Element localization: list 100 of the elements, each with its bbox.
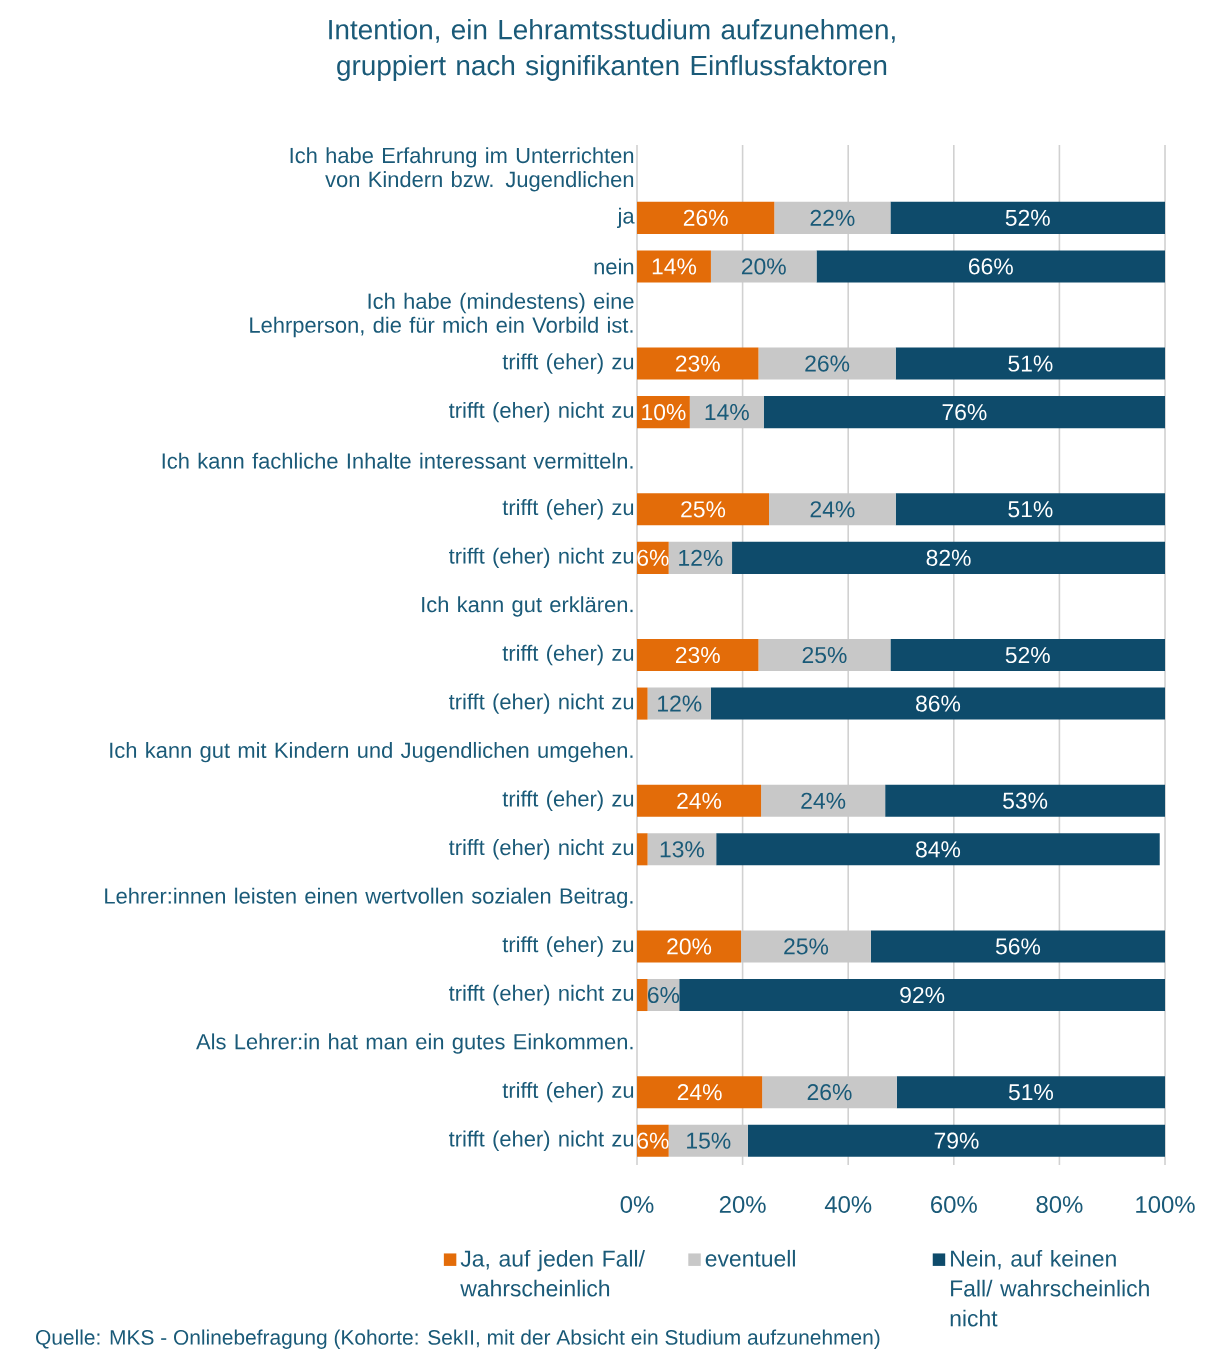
- data-label: 24%: [677, 1084, 722, 1101]
- data-label: 6%: [637, 549, 669, 566]
- data-label: 24%: [810, 501, 855, 518]
- bar: [637, 638, 759, 672]
- bar: [870, 930, 1166, 963]
- data-label: 51%: [1008, 1084, 1054, 1101]
- bar: [710, 250, 817, 283]
- data-label: 6%: [648, 986, 680, 1004]
- bar: [895, 493, 1166, 526]
- data-label: 52%: [1005, 646, 1050, 664]
- bar: [637, 784, 762, 817]
- bar: [758, 347, 896, 380]
- bar: [747, 1124, 1166, 1157]
- bar: [890, 201, 1166, 234]
- bar: [885, 784, 1166, 817]
- bar: [758, 638, 891, 672]
- data-label: 24%: [677, 792, 722, 809]
- bar: [716, 833, 1160, 866]
- data-label: 10%: [642, 404, 686, 421]
- bar: [637, 978, 648, 1012]
- y-tick-label: trifft (eher) zu: [502, 353, 634, 374]
- data-label: 26%: [805, 355, 850, 372]
- data-label: 86%: [916, 695, 961, 712]
- bar: [637, 687, 648, 720]
- data-label: 84%: [916, 841, 961, 858]
- bar: [741, 930, 871, 963]
- y-tick-label: Ich kann gut mit Kindern und Jugendlichen umgehen.: [110, 741, 633, 763]
- bar: [637, 833, 648, 866]
- y-tick-label: trifft (eher) nicht zu: [448, 693, 634, 714]
- y-tick-label: Als Lehrer:in hat man ein gutes Einkommen.: [196, 1033, 633, 1054]
- y-tick-label: trifft (eher) nicht zu: [448, 401, 634, 423]
- data-label: 25%: [784, 938, 829, 955]
- data-label: 52%: [1005, 209, 1050, 226]
- bar: [710, 687, 1166, 720]
- bar: [769, 493, 896, 526]
- x-tick-label: 0%: [620, 1196, 654, 1213]
- y-tick-label: trifft (eher) nicht zu: [448, 984, 634, 1006]
- y-tick-label: trifft (eher) zu: [502, 644, 634, 666]
- bar: [647, 687, 711, 720]
- data-label: 24%: [801, 792, 846, 809]
- y-tick-label: trifft (eher) zu: [502, 936, 634, 957]
- bar: [895, 347, 1166, 380]
- y-tick-label: trifft (eher) nicht zu: [448, 839, 634, 860]
- data-label: 26%: [683, 209, 728, 226]
- bar: [732, 541, 1166, 574]
- y-tick-label: Ich kann gut erklären.: [422, 596, 633, 617]
- x-tick-label: 100%: [1136, 1196, 1195, 1213]
- bar: [668, 1124, 748, 1157]
- bar: [637, 347, 759, 380]
- legend-label: Nein, auf keinen Fall/ wahrscheinlich nicht: [950, 1249, 1149, 1327]
- bar: [637, 201, 775, 234]
- bar: [761, 784, 886, 817]
- data-label: 92%: [900, 986, 945, 1004]
- y-tick-label: trifft (eher) zu: [502, 790, 634, 811]
- bar: [763, 396, 1166, 429]
- bar: [774, 201, 891, 234]
- y-tick-label: ja: [617, 207, 635, 229]
- data-label: 12%: [658, 695, 702, 712]
- bar: [637, 250, 711, 283]
- data-label: 25%: [681, 501, 726, 518]
- data-label: 6%: [637, 1132, 669, 1149]
- bar: [896, 1076, 1166, 1109]
- data-label: 51%: [1008, 501, 1053, 518]
- y-tick-label: trifft (eher) nicht zu: [448, 1130, 634, 1151]
- bar: [762, 1076, 897, 1109]
- bar: [816, 250, 1166, 283]
- y-tick-label: trifft (eher) zu: [502, 499, 634, 520]
- data-label: 53%: [1003, 792, 1048, 809]
- data-label: 14%: [705, 404, 749, 421]
- data-label: 23%: [675, 355, 720, 372]
- y-tick-label: Ich habe (mindestens) eine Lehrperson, die für mich ein Vorbild ist.: [250, 292, 634, 338]
- x-tick-label: 20%: [719, 1196, 766, 1213]
- data-label: 20%: [741, 258, 786, 275]
- legend-label: Ja, auf jeden Fall/ wahrscheinlich: [460, 1249, 645, 1297]
- bar: [637, 493, 769, 526]
- x-tick-label: 60%: [931, 1196, 977, 1213]
- bar: [637, 930, 742, 963]
- y-tick-label: Ich kann fachliche Inhalte interessant vermitteln.: [162, 452, 633, 469]
- data-label: 23%: [675, 646, 720, 664]
- y-tick-label: trifft (eher) zu: [502, 1081, 634, 1103]
- data-label: 13%: [660, 841, 704, 858]
- data-label: 66%: [969, 258, 1013, 275]
- data-label: 76%: [942, 404, 987, 421]
- bar: [637, 1076, 763, 1109]
- data-label: 56%: [995, 938, 1041, 955]
- y-tick-label: trifft (eher) nicht zu: [448, 547, 634, 569]
- data-label: 26%: [807, 1084, 852, 1101]
- data-label: 20%: [667, 938, 712, 955]
- chart-title: Intention, ein Lehramtsstudium aufzunehmen, gruppiert nach signifikanten Einflussfaktoren: [329, 19, 895, 81]
- y-tick-label: Lehrer:innen leisten einen wertvollen sozialen Beitrag.: [105, 887, 633, 909]
- x-tick-label: 40%: [824, 1196, 872, 1213]
- data-label: 15%: [687, 1132, 731, 1149]
- data-label: 51%: [1008, 355, 1053, 372]
- data-label: 12%: [679, 549, 723, 566]
- x-tick-label: 80%: [1036, 1196, 1083, 1213]
- data-label: 82%: [926, 549, 971, 566]
- bar: [679, 978, 1166, 1012]
- legend-label: eventuell: [705, 1249, 795, 1267]
- bar: [689, 396, 764, 429]
- bar: [890, 638, 1166, 672]
